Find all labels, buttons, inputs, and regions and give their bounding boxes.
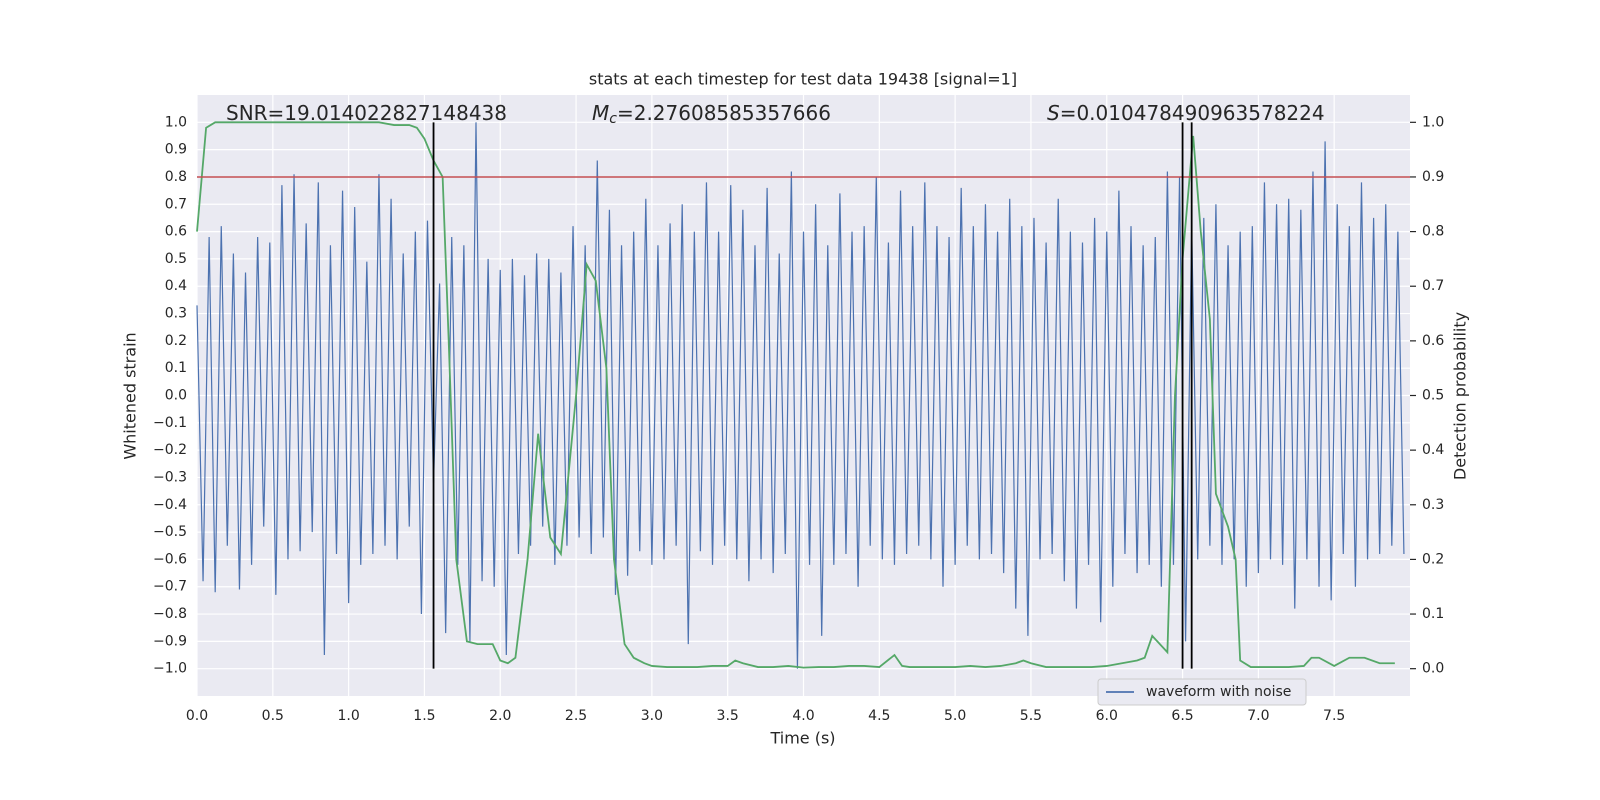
- y-tick-label: −0.5: [153, 524, 187, 540]
- marks: [196, 121, 1410, 669]
- y2-tick-label: 0.6: [1422, 333, 1444, 349]
- x-tick-label: 5.5: [1020, 708, 1042, 724]
- annotation-subscript: c: [609, 111, 617, 127]
- y-tick-label: 0.1: [165, 360, 187, 376]
- y-tick-label: 0.7: [165, 196, 187, 212]
- y2-tick-label: 0.8: [1422, 224, 1444, 240]
- y-tick-label: 0.2: [165, 333, 187, 349]
- y-tick-label: 0.9: [165, 142, 187, 158]
- annotation-symbol: M: [592, 101, 609, 125]
- x-tick-label: 7.5: [1323, 708, 1345, 724]
- legend-label: waveform with noise: [1146, 684, 1291, 700]
- annotation-text: =2.27608585357666: [617, 101, 831, 125]
- y2-tick-label: 0.3: [1422, 497, 1444, 513]
- x-tick-label: 2.5: [565, 708, 587, 724]
- annotation-text: =0.010478490963578224: [1060, 101, 1325, 125]
- y-tick-label: 1.0: [165, 114, 187, 130]
- y2-tick-label: 0.1: [1422, 606, 1444, 622]
- x-tick-label: 2.0: [489, 708, 511, 724]
- annotation-symbol: S: [1047, 101, 1060, 125]
- x-tick-label: 4.0: [792, 708, 814, 724]
- y-tick-label: −0.3: [153, 469, 187, 485]
- annotation-text: SNR=19.014022827148438: [226, 101, 507, 125]
- legend-box: [1097, 678, 1307, 706]
- x-tick-label: 0.5: [262, 708, 284, 724]
- y2-tick-label: 0.7: [1422, 278, 1444, 294]
- y-tick-label: 0.0: [165, 388, 187, 404]
- labels: −1.0 −0.9 −0.8 −0.7 −0.6 −0.5 −0.4 −0.3 −0.2 −0.1…: [153, 101, 1444, 725]
- annotation: SNR=19.014022827148438: [226, 101, 507, 125]
- annotation: Mc=2.27608585357666: [592, 101, 831, 128]
- probability-line: [196, 121, 1395, 669]
- y-tick-label: 0.8: [165, 169, 187, 185]
- y2-tick-label: 1.0: [1422, 114, 1444, 130]
- x-tick-label: 3.0: [641, 708, 663, 724]
- y2-tick-label: 0.9: [1422, 169, 1444, 185]
- y2-tick-label: 0.4: [1422, 442, 1444, 458]
- y-axis-label: Whitened strain: [121, 332, 140, 459]
- chart-title: stats at each timestep for test data 194…: [589, 70, 1017, 89]
- y-tick-label: −0.9: [153, 633, 187, 649]
- x-tick-label: 5.0: [944, 708, 966, 724]
- x-axis-label: Time (s): [769, 729, 835, 748]
- y2-tick-label: 0.0: [1422, 661, 1444, 677]
- legend: waveform with noise: [1097, 678, 1307, 706]
- annotation: S=0.010478490963578224: [1047, 101, 1325, 125]
- x-tick-label: 0.0: [186, 708, 208, 724]
- y-tick-label: −0.2: [153, 442, 187, 458]
- y-tick-label: 0.6: [165, 224, 187, 240]
- y2-tick-label: 0.2: [1422, 551, 1444, 567]
- x-tick-label: 6.0: [1096, 708, 1118, 724]
- x-tick-label: 6.5: [1171, 708, 1193, 724]
- y-tick-label: −0.7: [153, 579, 187, 595]
- y-tick-label: −0.8: [153, 606, 187, 622]
- y-tick-label: 0.3: [165, 306, 187, 322]
- x-tick-label: 7.0: [1247, 708, 1269, 724]
- x-tick-label: 1.0: [337, 708, 359, 724]
- y2-axis-label: Detection probability: [1451, 312, 1470, 480]
- y-tick-label: −0.1: [153, 415, 187, 431]
- y-tick-label: 0.5: [165, 251, 187, 267]
- y-tick-label: −0.4: [153, 497, 187, 513]
- y-tick-label: −0.6: [153, 551, 187, 567]
- y-tick-label: −1.0: [153, 661, 187, 677]
- x-tick-label: 1.5: [413, 708, 435, 724]
- y2-tick-label: 0.5: [1422, 388, 1444, 404]
- y-tick-label: 0.4: [165, 278, 187, 294]
- x-tick-label: 3.5: [717, 708, 739, 724]
- x-tick-label: 4.5: [868, 708, 890, 724]
- waveform-line: [196, 122, 1405, 669]
